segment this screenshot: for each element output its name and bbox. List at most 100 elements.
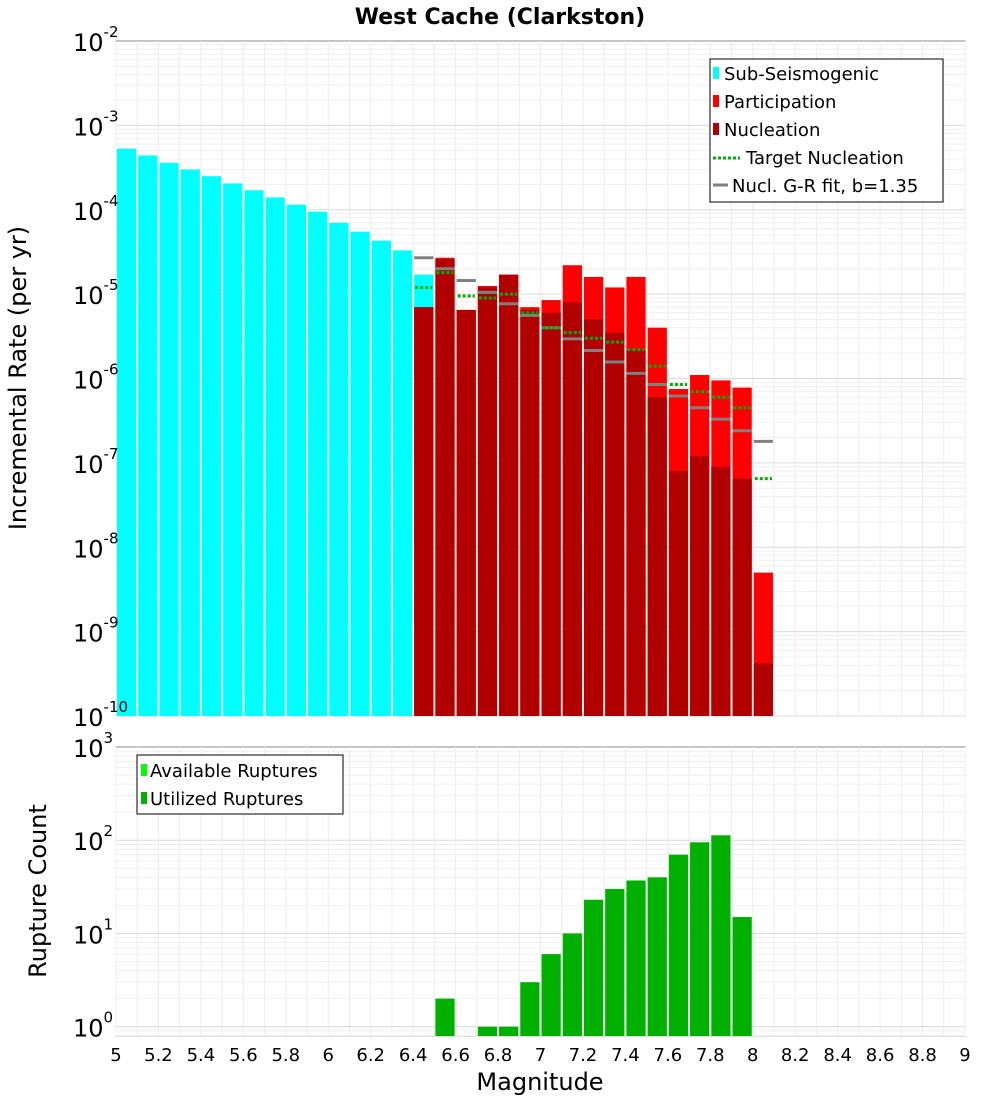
x-tick-label: 7	[535, 1045, 546, 1066]
sub-seismogenic-bar	[180, 169, 200, 716]
sub-seismogenic-bar	[223, 183, 243, 716]
utilized-ruptures-bar	[435, 998, 455, 1036]
utilized-ruptures-bar	[499, 1026, 519, 1036]
y-tick-exponent: -5	[104, 276, 119, 294]
x-tick-label: 6.6	[441, 1045, 470, 1066]
top-bars	[117, 148, 773, 717]
x-tick-label: 5.2	[144, 1045, 173, 1066]
top-y-axis-label: Incremental Rate (per yr)	[4, 226, 32, 530]
x-tick-label: 5	[110, 1045, 121, 1066]
y-tick-exponent: 1	[104, 915, 114, 933]
x-tick-label: 6.4	[399, 1045, 428, 1066]
legend-label-nucleation: Nucleation	[724, 120, 820, 141]
y-tick-label: 10-10	[73, 698, 128, 732]
x-tick-label: 5.6	[229, 1045, 258, 1066]
utilized-ruptures-bar	[690, 842, 710, 1036]
legend-label-target-nucleation: Target Nucleation	[745, 148, 904, 169]
nucleation-bar	[647, 397, 667, 716]
top-legend-box	[709, 58, 944, 203]
nucleation-bar	[583, 319, 604, 716]
nucleation-bar	[541, 312, 561, 716]
x-tick-label: 5.8	[271, 1045, 300, 1066]
nucleation-bar	[477, 287, 498, 716]
y-tick-label: 10-7	[73, 445, 119, 479]
y-tick-label: 103	[73, 729, 113, 763]
y-tick-exponent: 0	[104, 1009, 114, 1027]
y-tick-label: 10-9	[73, 614, 119, 648]
sub-seismogenic-bar	[201, 176, 222, 716]
sub-seismogenic-bar	[286, 204, 307, 717]
y-tick-label: 10-6	[73, 361, 119, 395]
legend-swatch-nucleation	[713, 123, 719, 135]
top-markers	[414, 256, 773, 481]
nucleation-bar	[435, 259, 455, 716]
x-tick-label: 8.4	[823, 1045, 852, 1066]
nucleation-bar	[605, 332, 625, 716]
legend-swatch-available	[141, 764, 147, 776]
x-tick-label: 6.8	[484, 1045, 513, 1066]
utilized-ruptures-bar	[541, 954, 561, 1036]
y-tick-label: 10-2	[73, 23, 119, 57]
legend-label-participation: Participation	[724, 92, 836, 113]
y-tick-label: 101	[73, 915, 113, 949]
y-tick-exponent: -9	[104, 614, 119, 632]
utilized-ruptures-bar	[647, 877, 667, 1036]
legend-swatch-utilized	[141, 792, 147, 804]
sub-seismogenic-bar	[371, 240, 391, 717]
utilized-ruptures-bar	[732, 917, 752, 1036]
y-tick-exponent: -8	[104, 529, 119, 547]
legend-swatch-sub-seismogenic	[713, 67, 719, 79]
x-axis-label: Magnitude	[476, 1068, 603, 1096]
nucleation-bar	[499, 274, 519, 716]
x-tick-label: 8.2	[781, 1045, 810, 1066]
y-tick-exponent: -4	[104, 192, 119, 210]
nucleation-bar	[753, 663, 773, 716]
y-tick-exponent: -2	[104, 23, 119, 41]
utilized-ruptures-bar	[520, 982, 540, 1036]
y-tick-exponent: -6	[104, 361, 119, 379]
x-tick-label: 7.2	[569, 1045, 598, 1066]
bottom-legend: Available Ruptures Utilized Ruptures	[136, 754, 344, 815]
nucleation-bar	[626, 349, 646, 716]
nucleation-bar	[456, 309, 476, 716]
y-tick-label: 10-8	[73, 529, 119, 563]
sub-seismogenic-bar	[392, 250, 413, 717]
legend-label-available: Available Ruptures	[150, 761, 318, 782]
y-tick-exponent: -10	[104, 698, 129, 716]
x-tick-label: 7.4	[611, 1045, 640, 1066]
x-tick-labels: 5 5.2 5.4 5.6 5.8 6 6.2 6.4 6.6 6.8 7 7.2 7.4 7.6 7.8 8…	[110, 1045, 970, 1066]
utilized-ruptures-bar	[477, 1026, 498, 1036]
legend-label-sub-seismogenic: Sub-Seismogenic	[724, 64, 879, 85]
y-tick-exponent: -3	[104, 107, 119, 125]
bottom-legend-box	[136, 754, 344, 815]
x-tick-label: 7.6	[654, 1045, 683, 1066]
sub-seismogenic-bar	[117, 148, 137, 716]
y-tick-label: 10-4	[73, 192, 119, 226]
utilized-ruptures-bar	[626, 880, 646, 1036]
nucleation-bar	[711, 466, 731, 716]
utilized-ruptures-bar	[668, 854, 689, 1036]
sub-seismogenic-bar	[329, 222, 349, 716]
top-legend: Sub-Seismogenic Participation Nucleation…	[709, 58, 944, 203]
nucleation-bar	[668, 471, 689, 716]
legend-swatch-participation	[713, 95, 719, 107]
x-tick-label: 8.8	[908, 1045, 937, 1066]
bottom-y-axis-label: Rupture Count	[24, 804, 52, 978]
utilized-ruptures-bar	[711, 835, 731, 1036]
y-tick-label: 100	[73, 1009, 113, 1043]
x-tick-label: 7.8	[696, 1045, 725, 1066]
legend-label-utilized: Utilized Ruptures	[150, 789, 303, 810]
sub-seismogenic-bar	[350, 231, 370, 716]
sub-seismogenic-bar	[265, 197, 285, 717]
x-tick-label: 8.6	[866, 1045, 895, 1066]
sub-seismogenic-bar	[308, 211, 328, 716]
x-tick-label: 6.2	[356, 1045, 385, 1066]
nucleation-bar	[520, 309, 540, 716]
bottom-bars	[435, 835, 752, 1036]
nucleation-bar	[690, 456, 710, 716]
sub-seismogenic-bar	[159, 162, 179, 716]
y-tick-label: 10-5	[73, 276, 119, 310]
nucleation-bar	[732, 478, 752, 716]
